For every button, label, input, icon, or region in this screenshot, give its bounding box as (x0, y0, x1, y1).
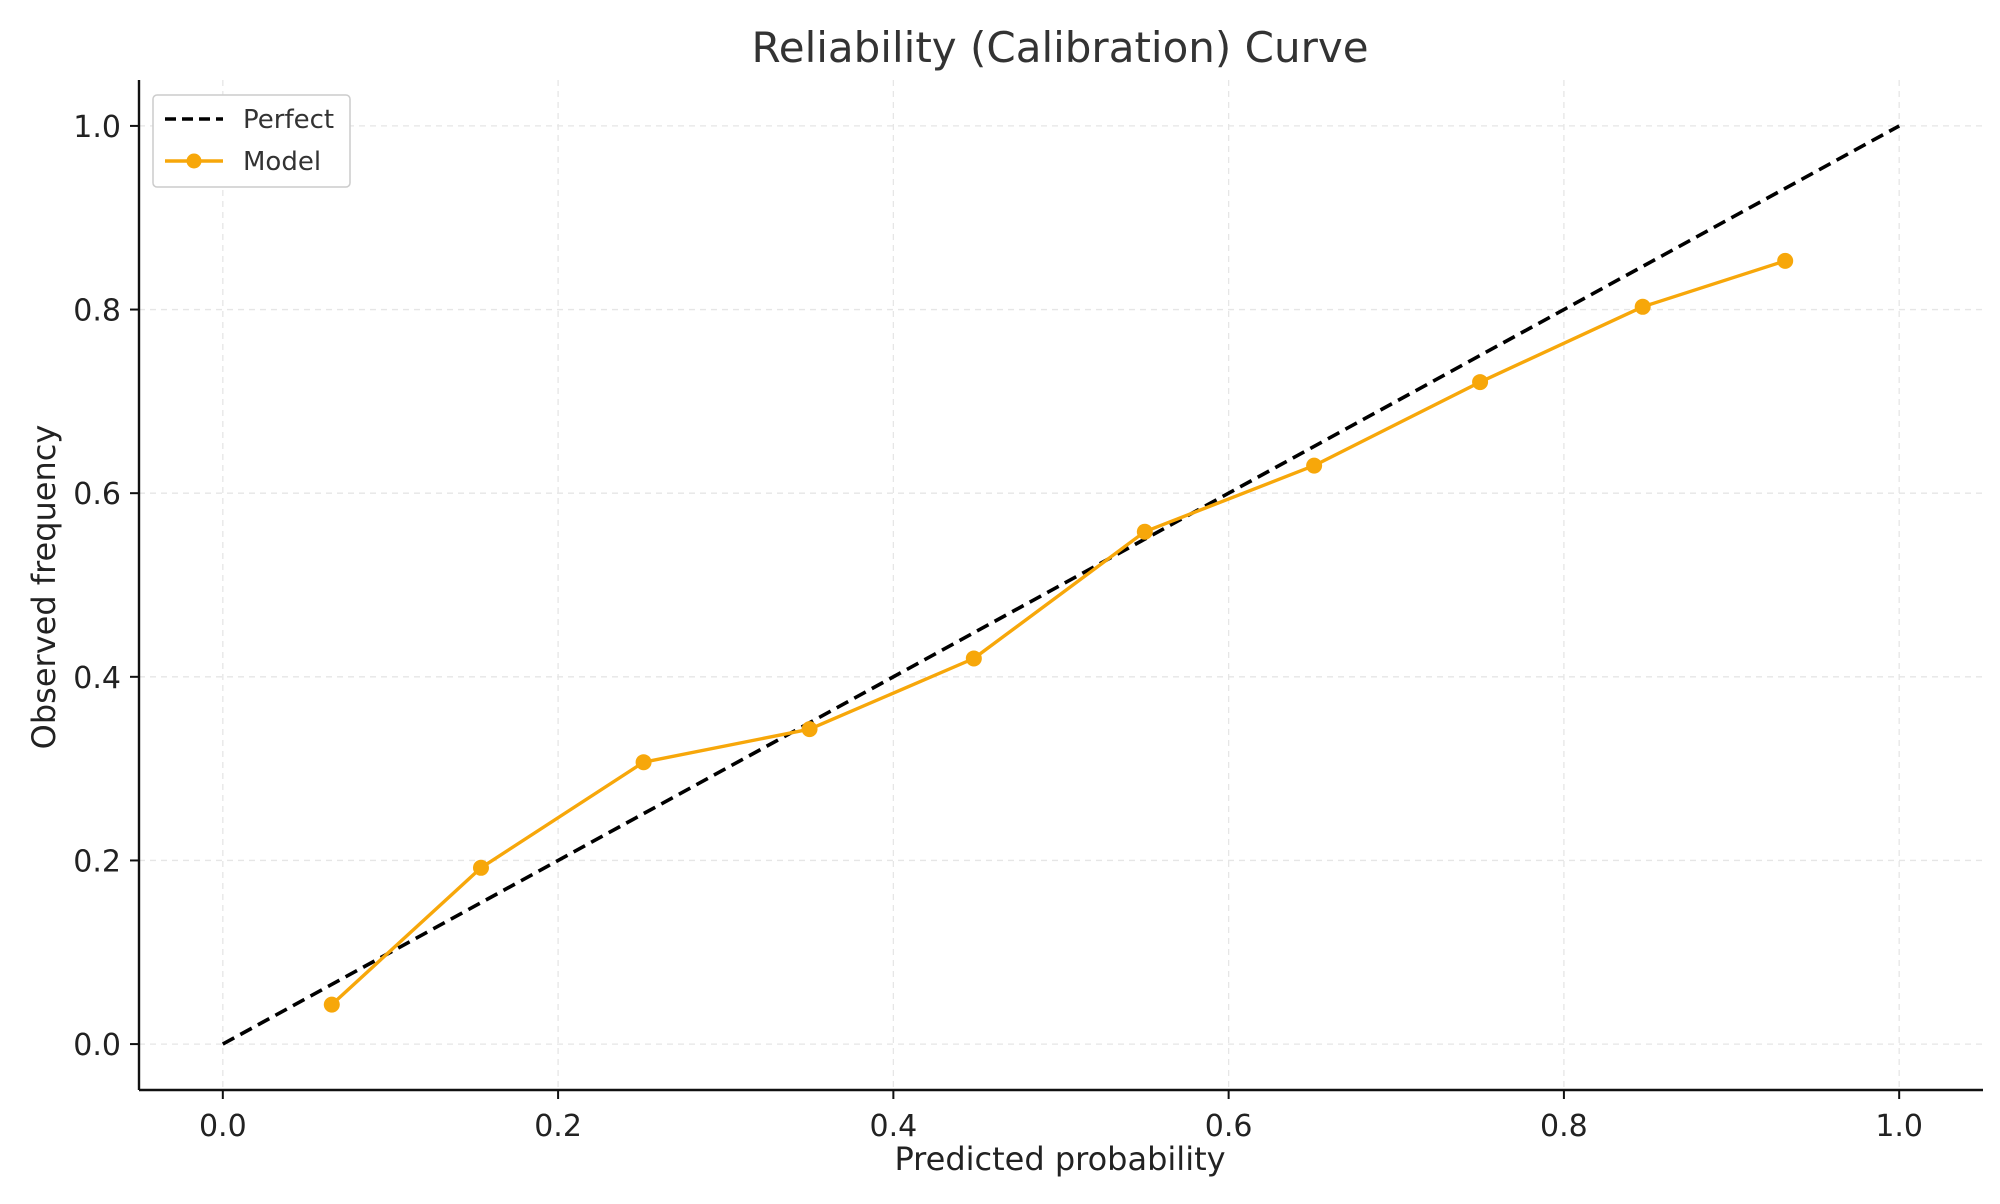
x-tick-label: 0.2 (534, 1109, 582, 1144)
data-point-model (472, 859, 489, 876)
y-tick-label: 0.0 (73, 1028, 121, 1063)
x-axis-label: Predicted probability (894, 1140, 1225, 1178)
x-tick-label: 1.0 (1875, 1109, 1923, 1144)
y-tick-label: 0.2 (73, 844, 121, 879)
data-point-model (1136, 523, 1153, 540)
data-point-model (1306, 457, 1323, 474)
y-tick-label: 1.0 (73, 110, 121, 145)
y-tick-label: 0.6 (73, 477, 121, 512)
x-tick-label: 0.0 (199, 1109, 247, 1144)
data-point-model (323, 996, 340, 1013)
axes: 0.0 0.2 0.4 0.6 0.8 1.0 0.0 0.2 0.4 0.6 0.8 1.0 (73, 80, 1983, 1144)
legend-model-marker-icon (186, 153, 202, 169)
y-axis-label: Observed frequency (25, 425, 63, 750)
x-tick-label: 0.4 (870, 1109, 918, 1144)
data-point-model (1634, 298, 1651, 315)
series-layer (221, 124, 1901, 1046)
y-tick-label: 0.4 (73, 661, 121, 696)
data-point-model (635, 754, 652, 771)
data-point-model (801, 721, 818, 738)
series-line-model (330, 259, 1786, 1006)
series-line-perfect (221, 124, 1901, 1046)
data-point-model (1777, 252, 1794, 269)
x-tick-label: 0.6 (1205, 1109, 1253, 1144)
legend-label-model: Model (243, 147, 321, 177)
legend: Perfect Model (152, 94, 351, 188)
x-tick-label: 0.8 (1540, 1109, 1588, 1144)
legend-label-perfect: Perfect (243, 105, 334, 135)
data-point-model (965, 650, 982, 667)
y-tick-label: 0.8 (73, 294, 121, 329)
chart-title: Reliability (Calibration) Curve (751, 23, 1368, 72)
data-point-model (1472, 374, 1489, 391)
grid (139, 80, 1983, 1090)
